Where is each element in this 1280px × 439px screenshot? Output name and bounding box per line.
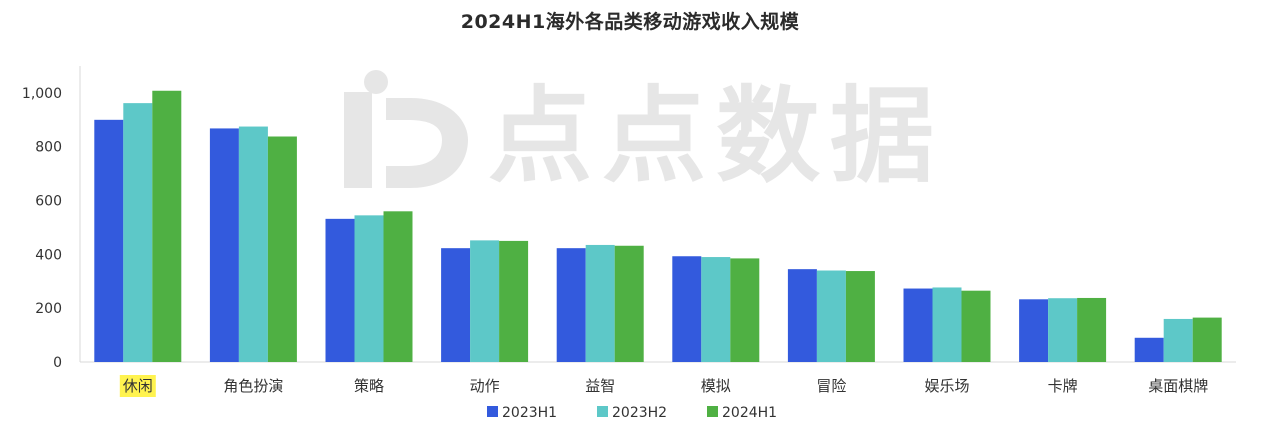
bar	[1077, 297, 1107, 362]
bar	[787, 269, 817, 362]
y-tick-label: 600	[35, 194, 62, 210]
bar	[441, 248, 471, 362]
bar	[585, 244, 615, 362]
x-tick-label: 休闲	[123, 377, 153, 395]
bar	[1192, 317, 1222, 362]
watermark-text: 点点数据	[488, 75, 944, 197]
bar	[1048, 298, 1078, 362]
legend: 2023H1 2023H2 2024H1	[487, 405, 777, 421]
y-tick-label: 200	[35, 301, 62, 317]
watermark: 点点数据	[344, 70, 944, 197]
bar	[383, 211, 413, 362]
y-tick-label: 0	[53, 355, 62, 371]
x-tick-label: 娱乐场	[924, 377, 969, 395]
bar	[209, 128, 239, 362]
bar	[354, 215, 384, 362]
x-tick-label: 益智	[585, 377, 615, 395]
bar	[932, 287, 962, 362]
x-tick-label: 冒险	[816, 377, 846, 395]
x-tick-label: 卡牌	[1048, 377, 1078, 395]
legend-label: 2024H1	[722, 405, 777, 421]
x-tick-label: 模拟	[701, 377, 731, 395]
bar	[614, 245, 644, 362]
chart-title: 2024H1海外各品类移动游戏收入规模	[460, 11, 800, 33]
bar	[499, 240, 529, 362]
bar	[152, 90, 182, 363]
legend-swatch	[487, 406, 498, 417]
bar	[730, 258, 760, 362]
legend-item: 2023H1	[487, 405, 557, 421]
bars	[94, 90, 1222, 363]
legend-label: 2023H2	[612, 405, 667, 421]
bar	[961, 290, 991, 362]
legend-item: 2023H2	[597, 405, 667, 421]
y-tick-label: 800	[35, 140, 62, 156]
bar	[903, 288, 933, 362]
bar	[470, 240, 500, 362]
bar	[238, 126, 268, 362]
category-labels: 休闲 角色扮演 策略 动作 益智 模拟 冒险 娱乐场 卡牌 桌面棋牌	[119, 375, 1208, 397]
bar	[556, 248, 586, 362]
bar	[325, 218, 355, 362]
bar	[701, 257, 731, 362]
x-tick-label: 策略	[354, 377, 384, 395]
x-tick-label: 桌面棋牌	[1148, 377, 1208, 395]
y-tick-label: 1,000	[22, 86, 62, 102]
y-tick-label: 400	[35, 247, 62, 263]
bar	[1019, 299, 1049, 362]
legend-label: 2023H1	[502, 405, 557, 421]
legend-item: 2024H1	[707, 405, 777, 421]
legend-swatch	[597, 406, 608, 417]
bar	[94, 119, 124, 363]
bar	[267, 136, 297, 362]
x-tick-label: 角色扮演	[223, 377, 283, 395]
bar	[845, 271, 875, 362]
bar	[1134, 337, 1164, 362]
category-highlight	[119, 375, 156, 397]
legend-swatch	[707, 406, 718, 417]
watermark-logo	[344, 70, 468, 188]
bar	[123, 103, 153, 362]
bar	[816, 270, 846, 362]
x-tick-label: 动作	[470, 377, 500, 395]
bar	[672, 256, 702, 362]
bar	[1163, 318, 1193, 362]
